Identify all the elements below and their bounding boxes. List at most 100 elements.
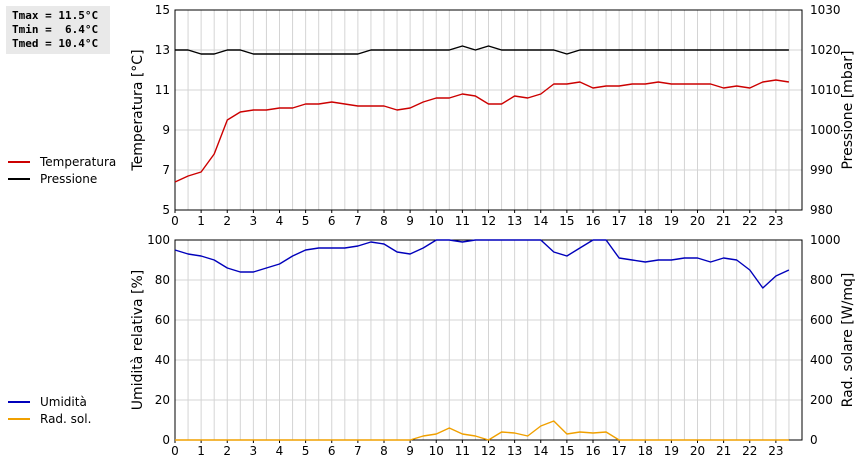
y-left-tick-label: 15 [155, 3, 170, 17]
legend-item: Pressione [8, 170, 116, 187]
x-tick-label: 9 [406, 444, 414, 458]
x-tick-label: 8 [380, 214, 388, 228]
legend-swatch-umidita [8, 400, 30, 403]
series-line-temperatura [174, 79, 790, 183]
legend-bottom: Umidità Rad. sol. [8, 393, 91, 427]
x-tick-label: 14 [533, 444, 548, 458]
stat-tmax: Tmax = 11.5°C [12, 9, 99, 22]
y-right-tick-label: 400 [810, 353, 833, 367]
legend-swatch-temperatura [8, 160, 30, 163]
legend-label: Umidità [40, 394, 87, 409]
x-tick-label: 3 [250, 214, 258, 228]
x-tick-label: 16 [585, 444, 600, 458]
y-right-tick-label: 990 [810, 163, 833, 177]
y-left-tick-label: 0 [162, 433, 170, 447]
x-tick-label: 15 [559, 214, 574, 228]
y-right-tick-label: 1000 [810, 233, 841, 247]
x-tick-label: 7 [354, 444, 362, 458]
x-tick-label: 11 [455, 214, 470, 228]
x-tick-label: 15 [559, 444, 574, 458]
series-line-pressione [175, 45, 789, 55]
y-right-tick-label: 1010 [810, 83, 841, 97]
y-left-tick-label: 60 [155, 313, 170, 327]
y-left-tick-label: 9 [162, 123, 170, 137]
y-left-tick-label: 80 [155, 273, 170, 287]
x-tick-label: 7 [354, 214, 362, 228]
x-tick-label: 10 [429, 444, 444, 458]
x-tick-label: 1 [197, 214, 205, 228]
y-right-tick-label: 1000 [810, 123, 841, 137]
legend-label: Pressione [40, 171, 98, 186]
y-axis-label-left: Temperatura [°C] [130, 49, 146, 171]
x-tick-label: 22 [742, 214, 757, 228]
chart-panel-1: 0 1 2 3 4 5 6 7 8 9 10 11 12 13 14 15 16 17 18 19 20 21 22 2357… [130, 3, 856, 228]
x-tick-label: 19 [664, 214, 679, 228]
x-tick-label: 13 [507, 444, 522, 458]
x-tick-label: 3 [250, 444, 258, 458]
y-right-tick-label: 1020 [810, 43, 841, 57]
x-tick-label: 2 [223, 444, 231, 458]
y-right-tick-label: 0 [810, 433, 818, 447]
x-tick-label: 1 [197, 444, 205, 458]
x-tick-label: 20 [690, 214, 705, 228]
y-axis-label-right: Pressione [mbar] [840, 50, 856, 169]
x-tick-label: 13 [507, 214, 522, 228]
y-left-tick-label: 5 [162, 203, 170, 217]
x-tick-label: 19 [664, 444, 679, 458]
legend-label: Temperatura [40, 154, 117, 169]
x-tick-label: 22 [742, 444, 757, 458]
stats-box: Tmax = 11.5°C Tmin = 6.4°C Tmed = 10.4°C [6, 6, 110, 54]
legend-top: Temperatura Pressione [8, 153, 116, 187]
x-tick-label: 21 [716, 444, 731, 458]
legend-item: Temperatura [8, 153, 116, 170]
x-tick-label: 6 [328, 444, 336, 458]
x-tick-label: 0 [171, 214, 179, 228]
y-axis-label-right: Rad. solare [W/mq] [840, 273, 856, 408]
x-tick-label: 5 [302, 214, 310, 228]
series-line-umidit [174, 239, 790, 289]
x-tick-label: 12 [481, 444, 496, 458]
y-left-tick-label: 100 [147, 233, 170, 247]
legend-item: Umidità [8, 393, 91, 410]
x-tick-label: 4 [276, 444, 284, 458]
y-right-tick-label: 980 [810, 203, 833, 217]
stat-tmin: Tmin = 6.4°C [12, 23, 99, 36]
x-tick-label: 4 [276, 214, 284, 228]
chart-panel-2: 0 1 2 3 4 5 6 7 8 9 10 11 12 13 14 15 16 17 18 19 20 21 22 2302… [130, 233, 856, 458]
y-left-tick-label: 7 [162, 163, 170, 177]
legend-swatch-radsol [8, 417, 30, 420]
x-tick-label: 17 [611, 444, 626, 458]
x-tick-label: 2 [223, 214, 231, 228]
x-tick-label: 0 [171, 444, 179, 458]
x-tick-label: 20 [690, 444, 705, 458]
x-tick-label: 6 [328, 214, 336, 228]
x-tick-label: 14 [533, 214, 548, 228]
x-tick-label: 9 [406, 214, 414, 228]
x-tick-label: 11 [455, 444, 470, 458]
x-tick-label: 17 [611, 214, 626, 228]
x-tick-label: 8 [380, 444, 388, 458]
legend-label: Rad. sol. [40, 411, 92, 426]
x-tick-label: 23 [768, 444, 783, 458]
y-left-tick-label: 20 [155, 393, 170, 407]
x-tick-label: 5 [302, 444, 310, 458]
y-right-tick-label: 200 [810, 393, 833, 407]
legend-item: Rad. sol. [8, 410, 91, 427]
y-left-tick-label: 13 [155, 43, 170, 57]
x-tick-label: 23 [768, 214, 783, 228]
y-right-tick-label: 1030 [810, 3, 841, 17]
stat-tmed: Tmed = 10.4°C [12, 37, 99, 50]
x-tick-label: 18 [638, 444, 653, 458]
y-axis-label-left: Umidità relativa [%] [130, 270, 146, 411]
y-right-tick-label: 600 [810, 313, 833, 327]
x-tick-label: 18 [638, 214, 653, 228]
legend-swatch-pressione [8, 177, 30, 180]
series-line-rad-sol [175, 420, 789, 441]
x-tick-label: 12 [481, 214, 496, 228]
y-left-tick-label: 40 [155, 353, 170, 367]
x-tick-label: 16 [585, 214, 600, 228]
y-left-tick-label: 11 [155, 83, 170, 97]
x-tick-label: 21 [716, 214, 731, 228]
y-right-tick-label: 800 [810, 273, 833, 287]
